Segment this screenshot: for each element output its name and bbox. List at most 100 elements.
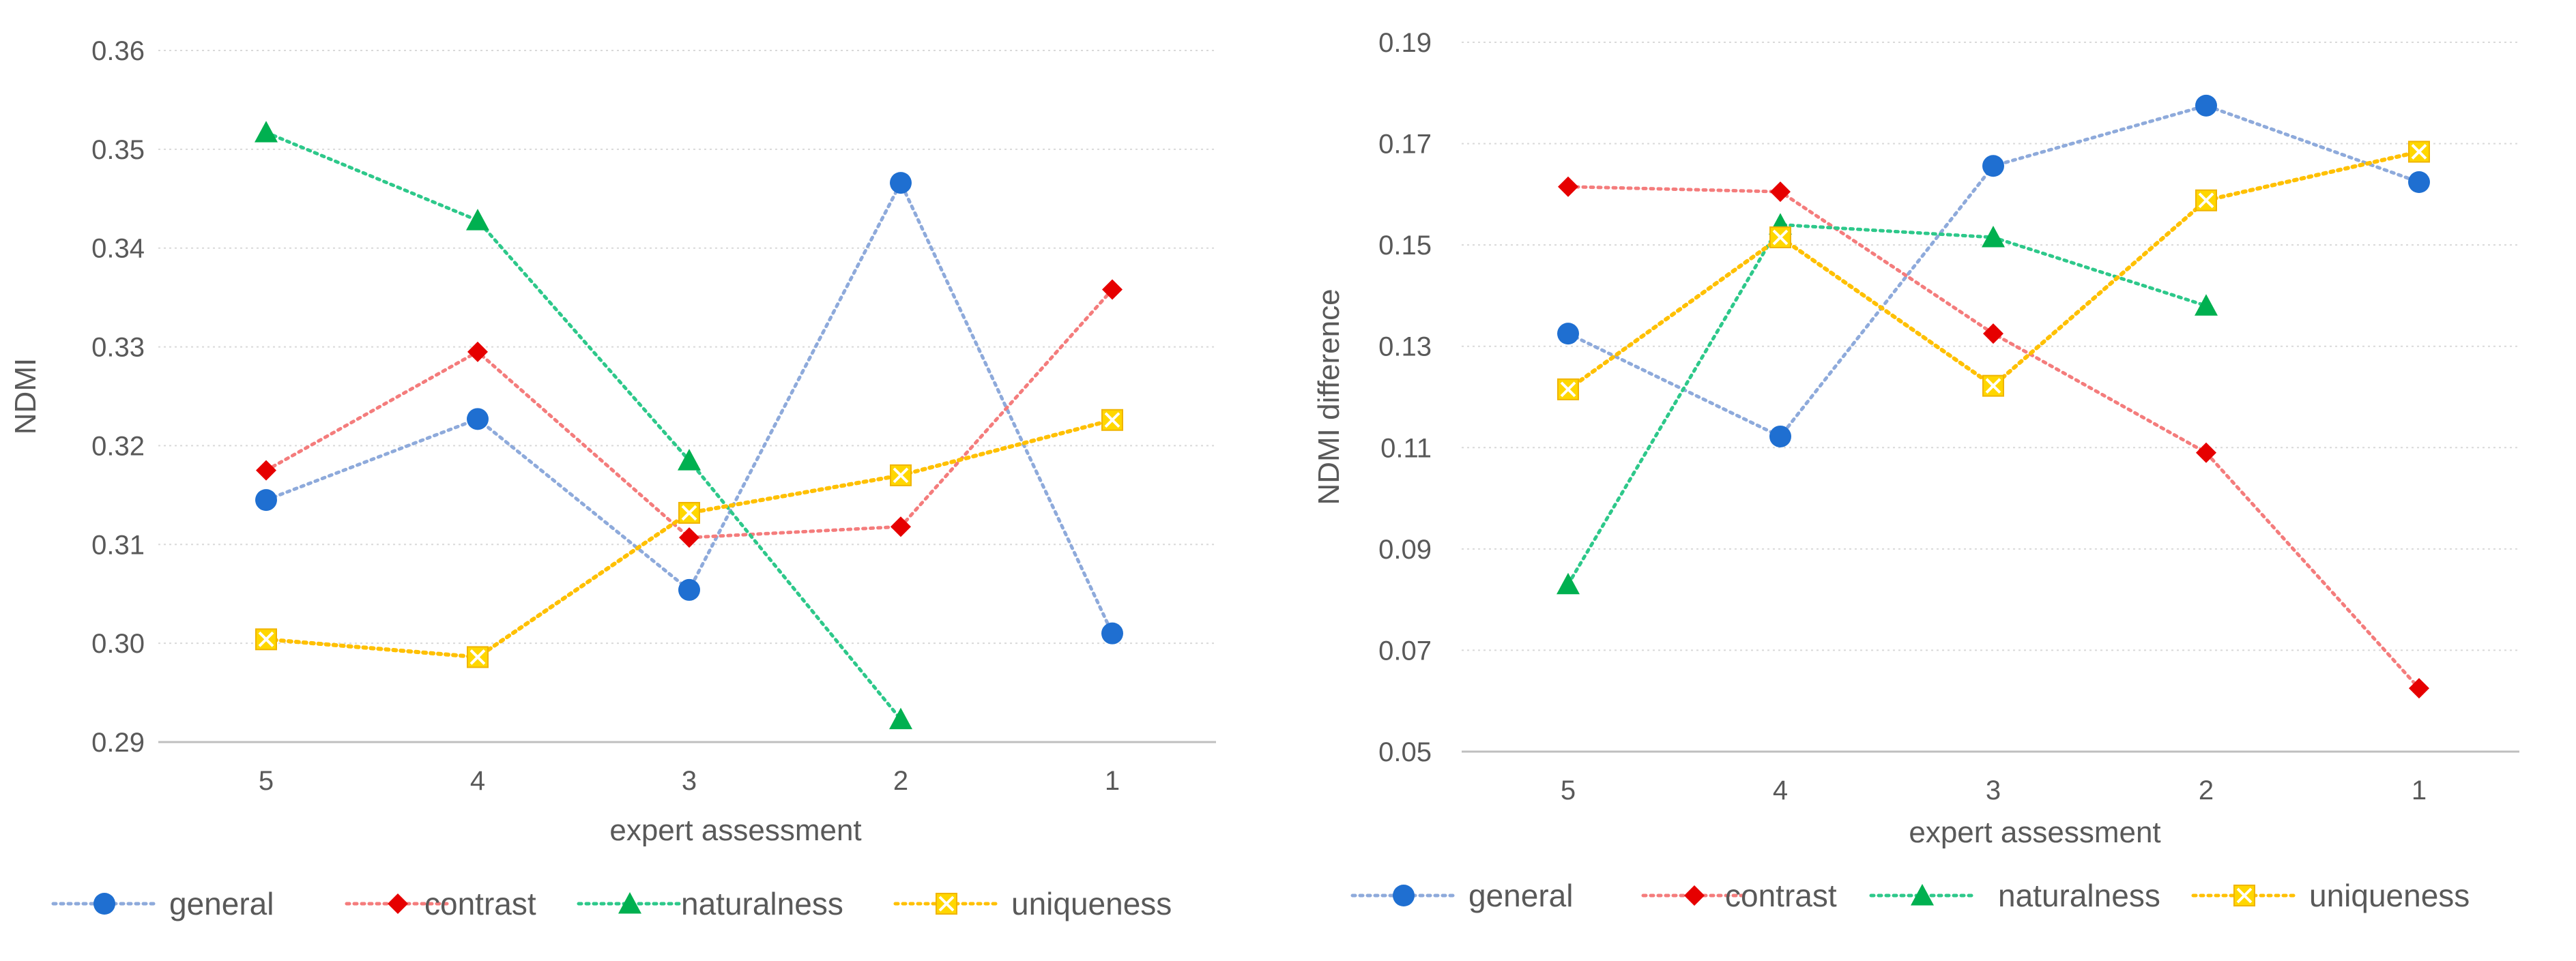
marker-cross-b bbox=[681, 505, 697, 521]
chart-1: 0.29 0.30 0.31 0.32 0.33 0.34 0.35 0.36 5 4 3 2 1 exp… bbox=[9, 36, 1216, 921]
legend-item-general: general bbox=[51, 886, 274, 921]
y-tick-label: 0.05 bbox=[1378, 737, 1432, 767]
point-contrast bbox=[256, 460, 276, 481]
y-axis-title: NDMI difference bbox=[1312, 289, 1346, 505]
point-general bbox=[467, 408, 489, 430]
legend-label: naturalness bbox=[1998, 878, 2160, 913]
x-tick-label: 5 bbox=[1561, 775, 1576, 805]
x-axis-title: expert assessment bbox=[1909, 816, 2160, 849]
y-tick-label: 0.29 bbox=[91, 728, 145, 758]
series-line-contrast bbox=[1566, 185, 2421, 690]
y-tick-label: 0.09 bbox=[1378, 535, 1432, 565]
point-general bbox=[2408, 171, 2430, 194]
marker-cross-b bbox=[893, 467, 909, 484]
legend-label: contrast bbox=[424, 886, 536, 921]
point-general bbox=[2195, 94, 2217, 117]
point-general bbox=[1101, 622, 1123, 645]
point-uniqueness bbox=[467, 646, 489, 668]
point-uniqueness bbox=[1769, 226, 1791, 248]
marker-cross-b bbox=[2411, 144, 2427, 160]
point-contrast bbox=[679, 527, 699, 548]
legend-item-general: general bbox=[1350, 878, 1573, 913]
point-uniqueness bbox=[678, 501, 700, 524]
point-contrast bbox=[891, 516, 911, 537]
y-tick-label: 0.13 bbox=[1378, 332, 1432, 362]
legend-item-naturalness: naturalness bbox=[1869, 878, 2160, 913]
chart-2: 0.05 0.07 0.09 0.11 0.13 0.15 0.17 0.19 5 4 3 2 1 exp… bbox=[1312, 28, 2519, 913]
y-tick-label: 0.15 bbox=[1378, 231, 1432, 261]
legend-marker bbox=[2233, 885, 2255, 906]
point-naturalness bbox=[466, 209, 489, 231]
point-uniqueness bbox=[890, 464, 912, 486]
marker-cross-b bbox=[1772, 229, 1789, 246]
point-general bbox=[890, 172, 912, 194]
point-contrast bbox=[1102, 279, 1123, 300]
point-contrast bbox=[467, 341, 488, 362]
x-axis-title: expert assessment bbox=[609, 814, 861, 847]
x-tick-label: 2 bbox=[2199, 775, 2214, 805]
series-line-naturalness bbox=[264, 130, 903, 722]
point-contrast bbox=[2196, 442, 2216, 463]
y-tick-label: 0.36 bbox=[91, 36, 145, 66]
marker-cross-b bbox=[1985, 378, 2001, 394]
y-tick-label: 0.17 bbox=[1378, 130, 1432, 160]
x-tick-label: 3 bbox=[682, 766, 697, 796]
point-general bbox=[1982, 155, 2004, 177]
y-tick-label: 0.19 bbox=[1378, 28, 1432, 58]
point-contrast bbox=[2409, 678, 2429, 699]
x-tick-label: 4 bbox=[470, 766, 485, 796]
series-line-contrast bbox=[264, 288, 1114, 539]
legend-marker bbox=[1911, 884, 1934, 906]
point-general bbox=[255, 489, 277, 512]
legend-label: naturalness bbox=[681, 886, 843, 921]
point-uniqueness bbox=[1982, 374, 2004, 397]
legend-item-contrast: contrast bbox=[1641, 878, 1837, 913]
legend-marker bbox=[93, 893, 115, 915]
point-general bbox=[1769, 425, 1791, 447]
x-tick-label: 1 bbox=[1105, 766, 1120, 796]
point-uniqueness bbox=[2195, 189, 2217, 211]
point-naturalness bbox=[1982, 226, 2005, 248]
y-tick-label: 0.30 bbox=[91, 629, 145, 659]
legend-label: uniqueness bbox=[2309, 878, 2470, 913]
y-tick-label: 0.35 bbox=[91, 135, 145, 165]
legend-marker bbox=[1684, 885, 1705, 906]
series-line-uniqueness bbox=[1566, 149, 2421, 391]
point-contrast bbox=[1770, 181, 1791, 203]
point-uniqueness bbox=[1557, 378, 1579, 400]
marker-cross-b bbox=[938, 896, 955, 912]
point-naturalness bbox=[678, 449, 701, 471]
marker-cross-b bbox=[2198, 192, 2214, 209]
y-tick-label: 0.11 bbox=[1380, 433, 1432, 463]
point-uniqueness bbox=[255, 628, 277, 651]
point-naturalness bbox=[255, 121, 278, 143]
point-naturalness bbox=[2195, 294, 2218, 316]
x-tick-label: 3 bbox=[1986, 775, 2001, 805]
point-uniqueness bbox=[2408, 141, 2430, 163]
x-tick-label: 1 bbox=[2412, 775, 2427, 805]
legend-item-uniqueness: uniqueness bbox=[893, 886, 1172, 921]
point-contrast bbox=[1558, 176, 1578, 197]
y-tick-label: 0.31 bbox=[91, 530, 145, 560]
series-line-naturalness bbox=[1566, 222, 2208, 587]
point-uniqueness bbox=[1101, 409, 1123, 431]
legend-label: contrast bbox=[1725, 878, 1837, 913]
y-tick-label: 0.07 bbox=[1378, 636, 1432, 666]
marker-cross-b bbox=[1560, 381, 1576, 398]
legend-label: general bbox=[1468, 878, 1573, 913]
legend-label: general bbox=[169, 886, 274, 921]
legend-marker bbox=[1393, 885, 1415, 906]
point-general bbox=[1557, 323, 1579, 345]
y-axis-title: NDMI bbox=[9, 358, 42, 434]
point-contrast bbox=[1983, 323, 2003, 344]
series-line-general bbox=[264, 179, 1114, 636]
marker-cross-b bbox=[258, 631, 274, 647]
x-tick-label: 2 bbox=[893, 766, 908, 796]
legend-marker bbox=[618, 892, 641, 914]
marker-cross-b bbox=[2236, 887, 2253, 904]
x-tick-label: 4 bbox=[1773, 775, 1788, 805]
y-tick-label: 0.33 bbox=[91, 333, 145, 363]
legend-marker bbox=[936, 893, 957, 915]
